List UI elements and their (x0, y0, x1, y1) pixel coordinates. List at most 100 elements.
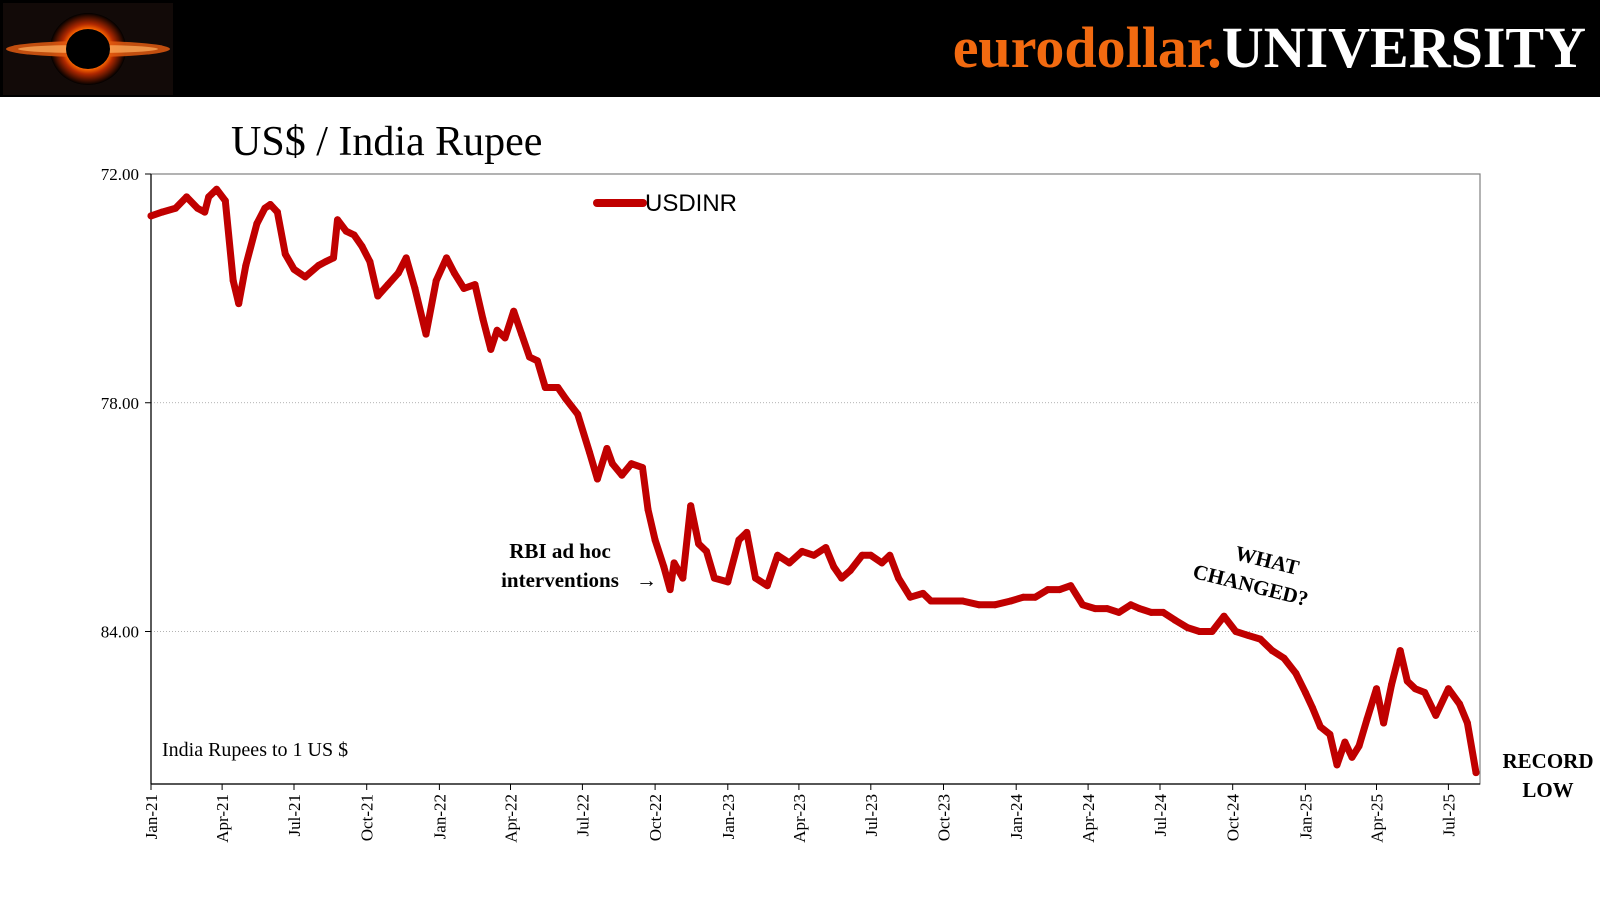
data-point (1244, 631, 1252, 639)
data-point (1079, 601, 1087, 609)
data-point (1127, 601, 1135, 609)
series-line-usdinr (147, 185, 1480, 777)
data-point (205, 193, 213, 201)
data-point (1432, 711, 1440, 719)
data-point (443, 254, 450, 262)
data-point (1326, 730, 1334, 738)
x-tick-label: Oct-22 (646, 794, 665, 841)
data-point (432, 277, 440, 285)
data-point (1456, 700, 1463, 708)
x-tick-label: Apr-24 (1079, 794, 1098, 843)
x-tick-label: Jul-22 (573, 794, 592, 837)
data-point (895, 574, 902, 582)
data-point (810, 551, 818, 559)
data-point (402, 254, 410, 262)
data-point (334, 216, 341, 224)
data-point (618, 471, 626, 479)
x-tick-label: Jan-24 (1007, 794, 1026, 840)
data-point (221, 197, 229, 205)
data-point (273, 208, 281, 216)
data-point (724, 578, 732, 586)
brand-wordmark: eurodollar.UNIVERSITY (953, 8, 1586, 88)
data-point (374, 292, 382, 300)
legend-label-usdinr: USDINR (645, 190, 737, 217)
rbi-arrow: → (636, 568, 657, 592)
y-tick-label: 72.00 (101, 165, 139, 184)
data-point (501, 334, 509, 342)
data-point (358, 242, 366, 250)
axis-layer: 72.00 78.00 84.00 Jan-21 Apr-21 Jul-21 Oct-21 J… (101, 165, 1480, 843)
data-point (1363, 715, 1371, 723)
data-point (510, 307, 518, 315)
data-point (666, 586, 674, 594)
x-tick-label: Apr-25 (1367, 794, 1386, 843)
data-point (703, 547, 710, 555)
record-low-line2: LOW (1522, 778, 1573, 802)
data-point (1031, 593, 1039, 601)
data-point (1316, 723, 1324, 731)
data-point (1333, 761, 1341, 769)
data-point (679, 574, 687, 582)
data-point (710, 574, 718, 582)
data-point (943, 597, 951, 605)
data-point (1403, 677, 1411, 685)
grid-layer (150, 173, 1481, 785)
data-point (201, 208, 209, 216)
data-point (822, 544, 830, 552)
record-low-line1: RECORD (1502, 749, 1593, 773)
rbi-annotation-line2: interventions (501, 568, 619, 592)
data-point (158, 208, 166, 216)
data-point (1159, 608, 1167, 616)
black-hole-logo-icon (3, 3, 173, 95)
data-point (1067, 582, 1075, 590)
data-point (651, 536, 659, 544)
plot-frame (150, 173, 1481, 785)
data-point (562, 395, 570, 403)
data-point (1115, 608, 1123, 616)
data-point (1268, 647, 1276, 655)
data-point (858, 551, 866, 559)
data-point (975, 601, 983, 609)
data-point (366, 258, 374, 266)
data-point (1388, 681, 1395, 689)
data-point (213, 185, 221, 193)
data-point (487, 345, 495, 353)
data-point (1256, 635, 1264, 643)
data-point (1220, 612, 1228, 620)
x-tick-label: Jul-23 (862, 794, 881, 837)
data-point (743, 528, 751, 536)
data-point (1348, 753, 1356, 761)
data-point (533, 357, 541, 365)
data-point (927, 597, 935, 605)
data-point (1091, 605, 1099, 613)
data-point (1463, 719, 1471, 727)
x-tick-label: Apr-22 (502, 794, 521, 843)
data-point (147, 212, 155, 220)
data-point (906, 593, 914, 601)
data-point (1208, 628, 1216, 635)
x-tick-label: Jan-25 (1296, 794, 1315, 839)
data-point (384, 281, 392, 289)
data-point (660, 563, 668, 571)
data-point (838, 574, 846, 582)
data-point (183, 193, 191, 201)
data-point (479, 315, 487, 323)
data-point (1301, 689, 1309, 696)
data-point (752, 574, 759, 582)
data-point (411, 284, 419, 292)
data-point (235, 300, 243, 308)
data-point (460, 284, 468, 292)
x-tick-label: Apr-23 (790, 794, 809, 843)
data-point (253, 220, 261, 228)
data-point (798, 547, 806, 555)
data-point (830, 563, 838, 571)
x-tick-label: Oct-24 (1224, 794, 1243, 842)
data-point (1056, 586, 1064, 594)
data-point (394, 269, 402, 277)
data-point (350, 231, 358, 239)
data-point (315, 262, 322, 269)
data-point (959, 597, 966, 605)
x-tick-label: Oct-21 (358, 794, 377, 841)
data-point (774, 551, 782, 559)
data-point (1380, 719, 1388, 727)
